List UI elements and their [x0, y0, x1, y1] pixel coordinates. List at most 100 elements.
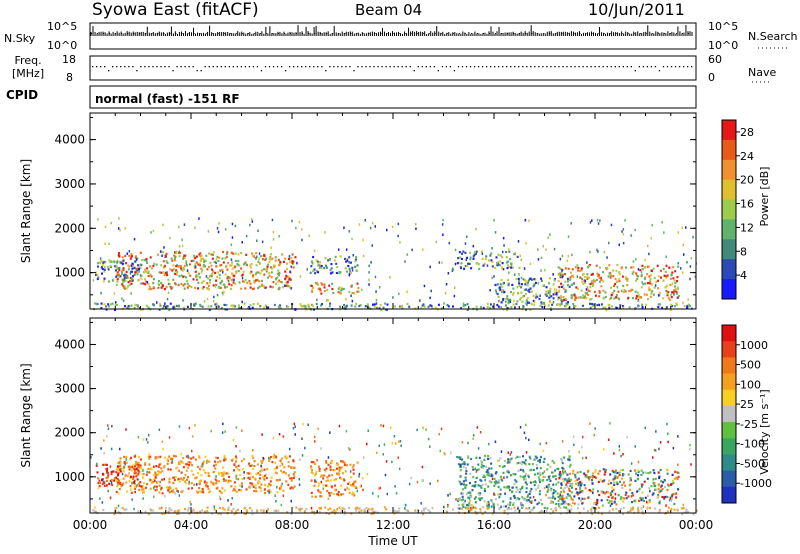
echo-pixel	[632, 260, 635, 263]
echo-pixel	[292, 472, 295, 476]
echo-pixel	[184, 480, 187, 483]
echo-pixel	[636, 507, 639, 510]
echo-pixel	[183, 256, 186, 259]
echo-pixel	[682, 301, 684, 305]
echo-pixel	[592, 283, 595, 286]
echo-pixel	[337, 248, 340, 251]
echo-pixel	[206, 485, 209, 488]
echo-pixel	[349, 269, 351, 273]
echo-pixel	[197, 275, 199, 278]
echo-pixel	[509, 474, 512, 477]
echo-pixel	[474, 501, 477, 504]
echo-pixel	[653, 482, 656, 485]
echo-pixel	[324, 257, 327, 260]
echo-pixel	[629, 488, 632, 491]
echo-pixel	[125, 428, 127, 431]
echo-pixel	[528, 455, 531, 458]
echo-pixel	[235, 460, 238, 463]
echo-pixel	[263, 474, 266, 477]
echo-pixel	[192, 473, 195, 476]
echo-pixel	[514, 456, 517, 460]
echo-pixel	[495, 480, 498, 483]
freq-trace-dot	[465, 66, 468, 68]
echo-pixel	[309, 271, 312, 274]
echo-pixel	[559, 276, 562, 279]
echo-pixel	[233, 481, 236, 484]
freq-trace-dot	[216, 66, 218, 68]
echo-pixel	[110, 479, 113, 482]
freq-trace-dot	[622, 66, 624, 68]
echo-pixel	[544, 304, 546, 307]
echo-pixel	[310, 506, 313, 510]
echo-pixel	[686, 304, 689, 308]
echo-pixel	[103, 270, 106, 273]
echo-pixel	[277, 269, 280, 272]
echo-pixel	[316, 282, 318, 285]
echo-pixel	[201, 489, 204, 492]
echo-pixel	[161, 284, 164, 287]
echo-pixel	[594, 427, 596, 430]
echo-pixel	[219, 269, 222, 272]
echo-pixel	[116, 485, 119, 488]
freq-trace-dot	[542, 66, 544, 68]
echo-pixel	[171, 286, 174, 289]
nsearch-trace-dot	[386, 33, 388, 34]
echo-pixel	[262, 459, 265, 462]
echo-pixel	[275, 282, 277, 285]
echo-pixel	[348, 267, 351, 270]
echo-pixel	[610, 294, 613, 297]
echo-pixel	[563, 506, 566, 509]
echo-pixel	[583, 484, 586, 487]
echo-pixel	[263, 273, 266, 276]
echo-pixel	[486, 264, 489, 267]
echo-pixel	[310, 260, 313, 263]
echo-pixel	[256, 255, 258, 259]
echo-pixel	[492, 503, 495, 506]
echo-pixel	[215, 479, 218, 483]
echo-pixel	[490, 499, 493, 502]
echo-pixel	[593, 433, 595, 437]
echo-pixel	[199, 303, 202, 306]
echo-pixel	[474, 252, 477, 255]
echo-pixel	[219, 282, 222, 285]
echo-pixel	[216, 275, 219, 278]
echo-pixel	[106, 435, 108, 438]
echo-pixel	[641, 497, 644, 500]
echo-pixel	[142, 476, 144, 479]
echo-pixel	[350, 476, 353, 479]
echo-pixel	[206, 510, 209, 513]
echo-pixel	[119, 275, 122, 278]
echo-pixel	[135, 463, 138, 466]
echo-pixel	[329, 272, 332, 275]
echo-pixel	[625, 266, 627, 269]
echo-pixel	[530, 501, 533, 504]
echo-pixel	[345, 305, 348, 308]
echo-pixel	[189, 500, 191, 504]
echo-pixel	[138, 307, 141, 310]
echo-pixel	[98, 479, 101, 482]
echo-pixel	[243, 280, 246, 283]
echo-pixel	[117, 492, 120, 495]
echo-pixel	[651, 223, 653, 227]
echo-pixel	[584, 291, 587, 295]
echo-pixel	[499, 254, 502, 257]
echo-pixel	[429, 482, 431, 485]
echo-pixel	[547, 463, 550, 466]
echo-pixel	[588, 265, 590, 268]
echo-pixel	[235, 474, 238, 477]
echo-pixel	[521, 460, 524, 464]
echo-pixel	[364, 219, 366, 222]
echo-pixel	[264, 268, 267, 271]
echo-pixel	[113, 477, 116, 480]
echo-pixel	[235, 270, 238, 273]
echo-pixel	[648, 500, 651, 503]
echo-pixel	[618, 278, 621, 281]
echo-pixel	[454, 248, 457, 252]
echo-pixel	[618, 473, 621, 477]
echo-pixel	[223, 508, 226, 511]
echo-pixel	[506, 264, 509, 267]
echo-pixel	[239, 489, 242, 492]
nsearch-trace-dot	[603, 33, 605, 34]
echo-pixel	[211, 268, 214, 271]
echo-pixel	[166, 271, 168, 274]
